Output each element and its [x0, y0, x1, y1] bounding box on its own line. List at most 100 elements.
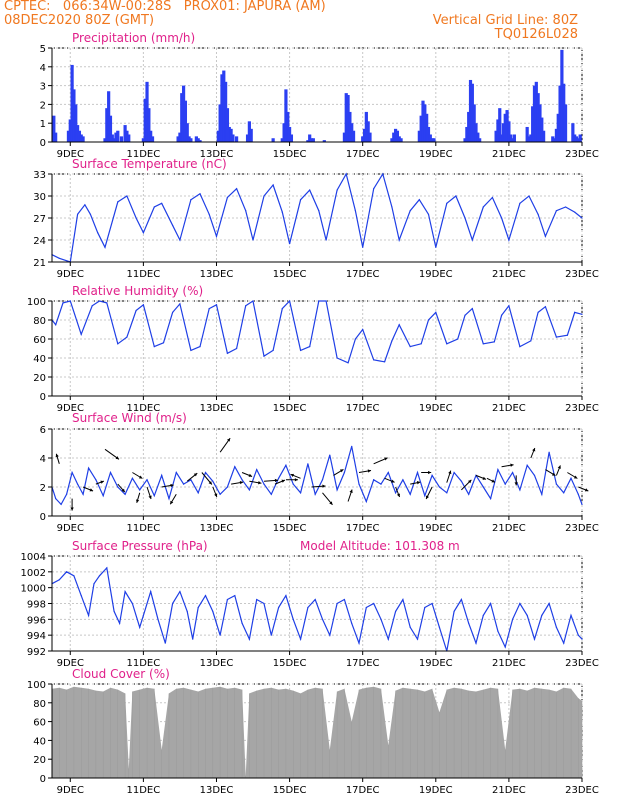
series-point: [563, 492, 565, 494]
series-point: [541, 493, 543, 495]
x-tick-label: 19DEC: [419, 403, 453, 414]
series-point: [109, 471, 112, 474]
x-tick-label: 11DEC: [127, 658, 161, 669]
series-point: [482, 614, 484, 616]
series-point: [288, 243, 291, 245]
series-point: [131, 477, 134, 479]
x-tick-label: 11DEC: [127, 523, 161, 534]
series-point: [455, 195, 457, 197]
series-point: [491, 196, 494, 199]
series-point: [519, 489, 521, 491]
series-point: [270, 493, 272, 495]
series-point: [179, 303, 181, 305]
precip-bar: [392, 132, 396, 142]
series-point: [345, 173, 347, 175]
series-line: [51, 172, 583, 263]
series-point: [577, 634, 579, 636]
series-point: [574, 311, 576, 313]
series-point: [490, 498, 492, 500]
wind-vector-head: [428, 470, 432, 475]
series-point: [87, 467, 90, 469]
series-point: [394, 610, 397, 613]
y-tick-label: 0: [40, 392, 46, 403]
series-point: [427, 213, 430, 215]
series-point: [446, 492, 448, 494]
series-point: [435, 311, 437, 313]
series-point: [541, 614, 543, 616]
wind-vector-head: [170, 500, 174, 505]
series-point: [438, 486, 441, 488]
y-tick-label: 0: [40, 512, 46, 523]
series-point: [288, 300, 291, 302]
series-point: [219, 634, 221, 636]
series-point: [117, 343, 119, 345]
x-tick-label: 15DEC: [273, 269, 307, 280]
series-point: [387, 638, 389, 640]
precip-bar: [112, 138, 116, 142]
precip-bar: [498, 108, 502, 142]
series-point: [124, 493, 126, 495]
series-point: [511, 471, 514, 474]
series-point: [464, 314, 466, 316]
y-tick-label: 998: [27, 600, 46, 611]
series-point: [161, 474, 163, 476]
series-point: [365, 500, 367, 503]
y-tick-label: 996: [27, 615, 46, 626]
precip-bar: [107, 91, 111, 142]
series-point: [418, 199, 420, 201]
y-tick-label: 5: [40, 44, 46, 55]
series-point: [215, 235, 218, 237]
series-point: [126, 336, 128, 338]
series-point: [252, 300, 254, 302]
series-point: [245, 210, 247, 212]
y-tick-label: 0: [40, 774, 46, 785]
series-point: [80, 333, 82, 335]
precip-bar: [216, 130, 220, 142]
precip-bar: [311, 138, 315, 142]
precip-bar: [470, 83, 474, 142]
precip-bar: [187, 136, 191, 142]
y-tick-label: 27: [33, 214, 46, 225]
plot-frame: [51, 300, 583, 397]
x-tick-label: 13DEC: [200, 658, 234, 669]
series-point: [373, 479, 375, 481]
series-point: [555, 336, 558, 338]
precip-bar: [218, 104, 222, 142]
precip-bar: [571, 123, 575, 142]
series-point: [153, 346, 155, 348]
series-point: [139, 489, 141, 491]
y-tick-label: 3: [40, 82, 46, 93]
y-tick-label: 994: [27, 631, 46, 642]
series-point: [124, 591, 126, 593]
y-tick-label: 1002: [21, 568, 46, 579]
precip-bar: [554, 128, 559, 142]
y-tick-label: 20: [33, 373, 46, 384]
series-point: [460, 480, 462, 482]
series-point: [358, 642, 360, 644]
series-point: [537, 311, 539, 313]
series-point: [82, 493, 84, 495]
precip-bar: [499, 134, 504, 142]
series-point: [281, 211, 283, 213]
x-tick-label: 17DEC: [346, 149, 380, 160]
panel-title: Precipitation (mm/h): [72, 31, 195, 45]
precip-bar: [507, 121, 511, 142]
wind-vector-head: [294, 478, 298, 482]
series-point: [179, 591, 181, 593]
x-tick-label: 23DEC: [565, 658, 599, 669]
series-point: [252, 239, 254, 241]
x-tick-label: 19DEC: [419, 785, 453, 796]
series-point: [190, 199, 192, 201]
series-point: [153, 206, 155, 208]
panel-title: Surface Pressure (hPa): [72, 539, 208, 553]
precip-bar: [390, 138, 394, 142]
series-point: [89, 213, 91, 215]
series-point: [533, 474, 536, 476]
series-point: [226, 196, 229, 199]
x-tick-label: 21DEC: [492, 403, 526, 414]
series-point: [564, 206, 567, 208]
series-point: [570, 614, 572, 616]
series-point: [285, 594, 287, 597]
x-tick-label: 23DEC: [565, 785, 599, 796]
series-point: [329, 454, 331, 456]
